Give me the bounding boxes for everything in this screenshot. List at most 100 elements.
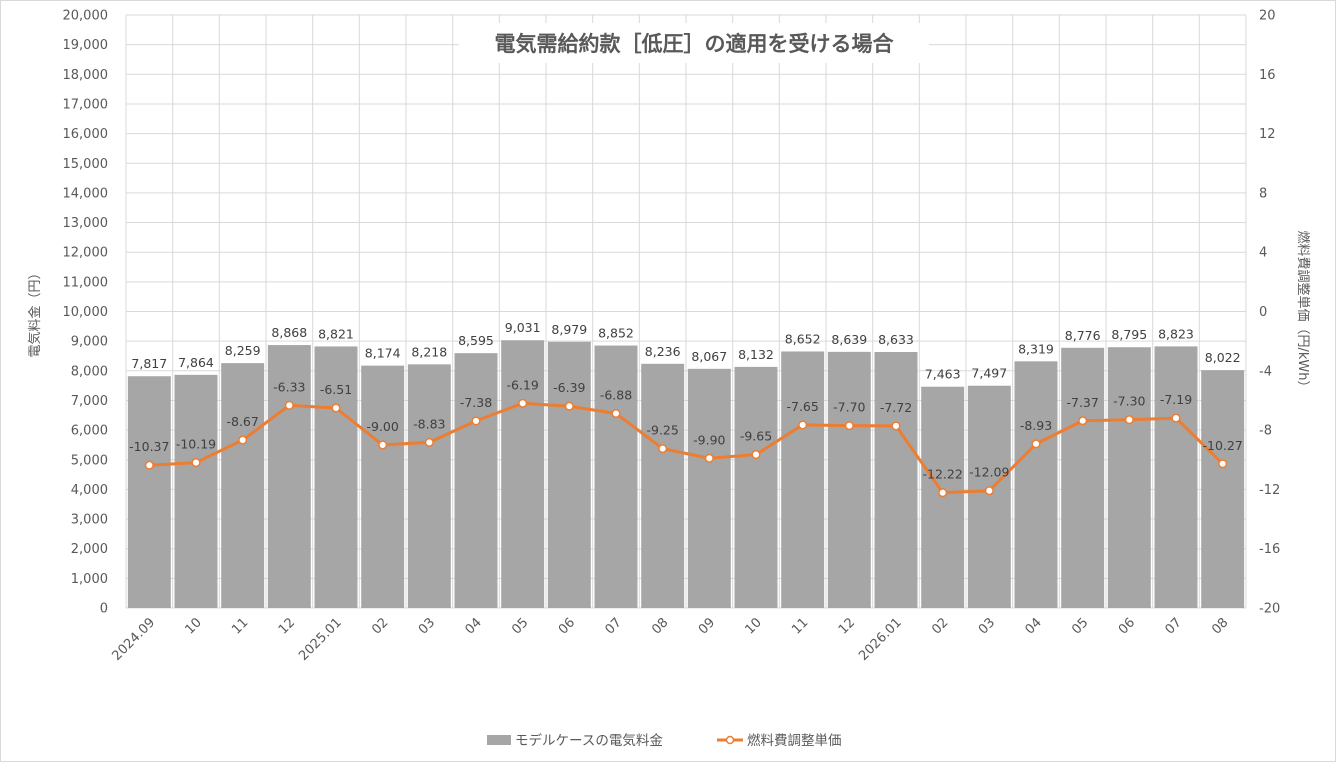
bar xyxy=(921,386,965,608)
bar-value-label: 8,823 xyxy=(1158,326,1194,341)
line-value-label: -6.19 xyxy=(506,377,538,392)
line-point xyxy=(518,398,528,408)
x-tick-label: 03 xyxy=(416,615,438,637)
right-tick-label: 4 xyxy=(1259,246,1267,261)
line-value-label: -7.19 xyxy=(1160,392,1192,407)
bar xyxy=(314,346,358,608)
left-tick-label: 10,000 xyxy=(63,305,109,320)
x-tick-label: 08 xyxy=(649,615,671,637)
right-tick-label: 8 xyxy=(1259,186,1267,201)
left-tick-label: 17,000 xyxy=(63,97,109,112)
line-point xyxy=(984,486,994,496)
x-tick-label: 11 xyxy=(229,615,251,637)
right-tick-label: 12 xyxy=(1259,127,1276,142)
bar-value-label: 8,979 xyxy=(551,322,587,337)
line-value-label: -8.93 xyxy=(1020,418,1052,433)
line-value-label: -10.37 xyxy=(129,439,169,454)
left-tick-label: 13,000 xyxy=(63,216,109,231)
bar-value-label: 7,817 xyxy=(131,356,167,371)
bar xyxy=(1014,361,1058,608)
bar xyxy=(874,352,918,608)
x-tick-label: 2025.01 xyxy=(296,615,345,664)
x-tick-label: 02 xyxy=(929,615,951,637)
left-tick-label: 4,000 xyxy=(71,483,108,498)
bar-value-label: 8,022 xyxy=(1205,350,1241,365)
bar-value-label: 8,852 xyxy=(598,326,634,341)
left-tick-label: 2,000 xyxy=(71,542,108,557)
x-tick-label: 2026.01 xyxy=(856,615,905,664)
line-point xyxy=(611,408,621,419)
line-point xyxy=(798,420,808,430)
bar-value-label: 8,652 xyxy=(785,331,821,346)
line-point xyxy=(284,400,294,410)
line-data-labels: -10.37 -10.19 -8.67 -6.33 -6.51 -9.00 -8.83 -7.… xyxy=(129,377,1243,481)
legend-bar-swatch xyxy=(487,735,511,745)
line-point xyxy=(658,444,668,454)
x-tick-label: 05 xyxy=(1069,615,1091,637)
bar xyxy=(781,351,825,608)
line-value-label: -6.51 xyxy=(320,382,352,397)
bar-value-label: 7,497 xyxy=(971,366,1007,381)
line-value-label: -7.30 xyxy=(1113,394,1145,409)
bar xyxy=(501,340,545,608)
bar-value-label: 8,595 xyxy=(458,333,494,348)
gridlines xyxy=(125,14,1247,609)
bar xyxy=(1107,347,1151,608)
left-tick-label: 16,000 xyxy=(63,127,109,142)
x-tick-label: 12 xyxy=(276,615,298,637)
line-value-label: -10.27 xyxy=(1203,438,1243,453)
bar xyxy=(407,364,451,608)
line-value-label: -6.33 xyxy=(273,379,305,394)
line-point xyxy=(938,488,948,498)
left-tick-label: 15,000 xyxy=(63,157,109,172)
x-tick-label: 03 xyxy=(976,615,998,637)
right-axis-title: 燃料費調整単価（円/kWh） xyxy=(1295,230,1311,393)
line-point xyxy=(1078,416,1088,426)
left-tick-label: 20,000 xyxy=(63,9,109,24)
left-axis-title: 電気料金（円） xyxy=(27,266,43,357)
bar-value-label: 8,236 xyxy=(645,344,681,359)
left-tick-label: 1,000 xyxy=(71,572,108,587)
line-value-label: -12.09 xyxy=(969,465,1009,480)
bar xyxy=(641,363,685,608)
right-tick-label: -20 xyxy=(1259,602,1280,617)
right-tick-label: 16 xyxy=(1259,68,1276,83)
line-point xyxy=(191,458,201,468)
line-value-label: -8.83 xyxy=(413,416,445,431)
line-value-label: -12.22 xyxy=(923,467,963,482)
line-point xyxy=(144,460,154,470)
bar xyxy=(967,385,1011,608)
bar xyxy=(1061,347,1105,608)
left-tick-label: 14,000 xyxy=(63,186,109,201)
line-point xyxy=(1171,413,1181,423)
right-tick-label: 0 xyxy=(1259,305,1267,320)
left-tick-label: 8,000 xyxy=(71,364,108,379)
left-tick-label: 7,000 xyxy=(71,394,108,409)
left-tick-label: 5,000 xyxy=(71,453,108,468)
bar-value-label: 7,864 xyxy=(178,355,214,370)
bar xyxy=(687,368,731,608)
line-value-label: -7.72 xyxy=(880,400,912,415)
x-tick-label: 10 xyxy=(743,615,765,637)
legend-line-label: 燃料費調整単価 xyxy=(747,732,842,749)
bar-value-label: 8,259 xyxy=(225,343,261,358)
right-tick-label: -4 xyxy=(1259,364,1272,379)
line-point xyxy=(564,401,574,411)
x-tick-label: 06 xyxy=(1116,615,1138,637)
legend-bar-label: モデルケースの電気料金 xyxy=(515,732,663,749)
line-point xyxy=(1031,439,1041,449)
bar-value-label: 8,218 xyxy=(411,344,447,359)
left-axis-ticks: 0 1,000 2,000 3,000 4,000 5,000 6,000 7,000 8,00… xyxy=(63,9,109,617)
bar-value-label: 8,639 xyxy=(831,332,867,347)
bar-value-label: 8,776 xyxy=(1065,328,1101,343)
x-tick-label: 05 xyxy=(509,615,531,637)
line-point xyxy=(424,437,434,447)
left-tick-label: 11,000 xyxy=(63,275,109,290)
line-path xyxy=(149,401,1224,495)
left-tick-label: 6,000 xyxy=(71,424,108,439)
line-value-label: -8.67 xyxy=(226,414,258,429)
line-value-label: -9.90 xyxy=(693,432,725,447)
